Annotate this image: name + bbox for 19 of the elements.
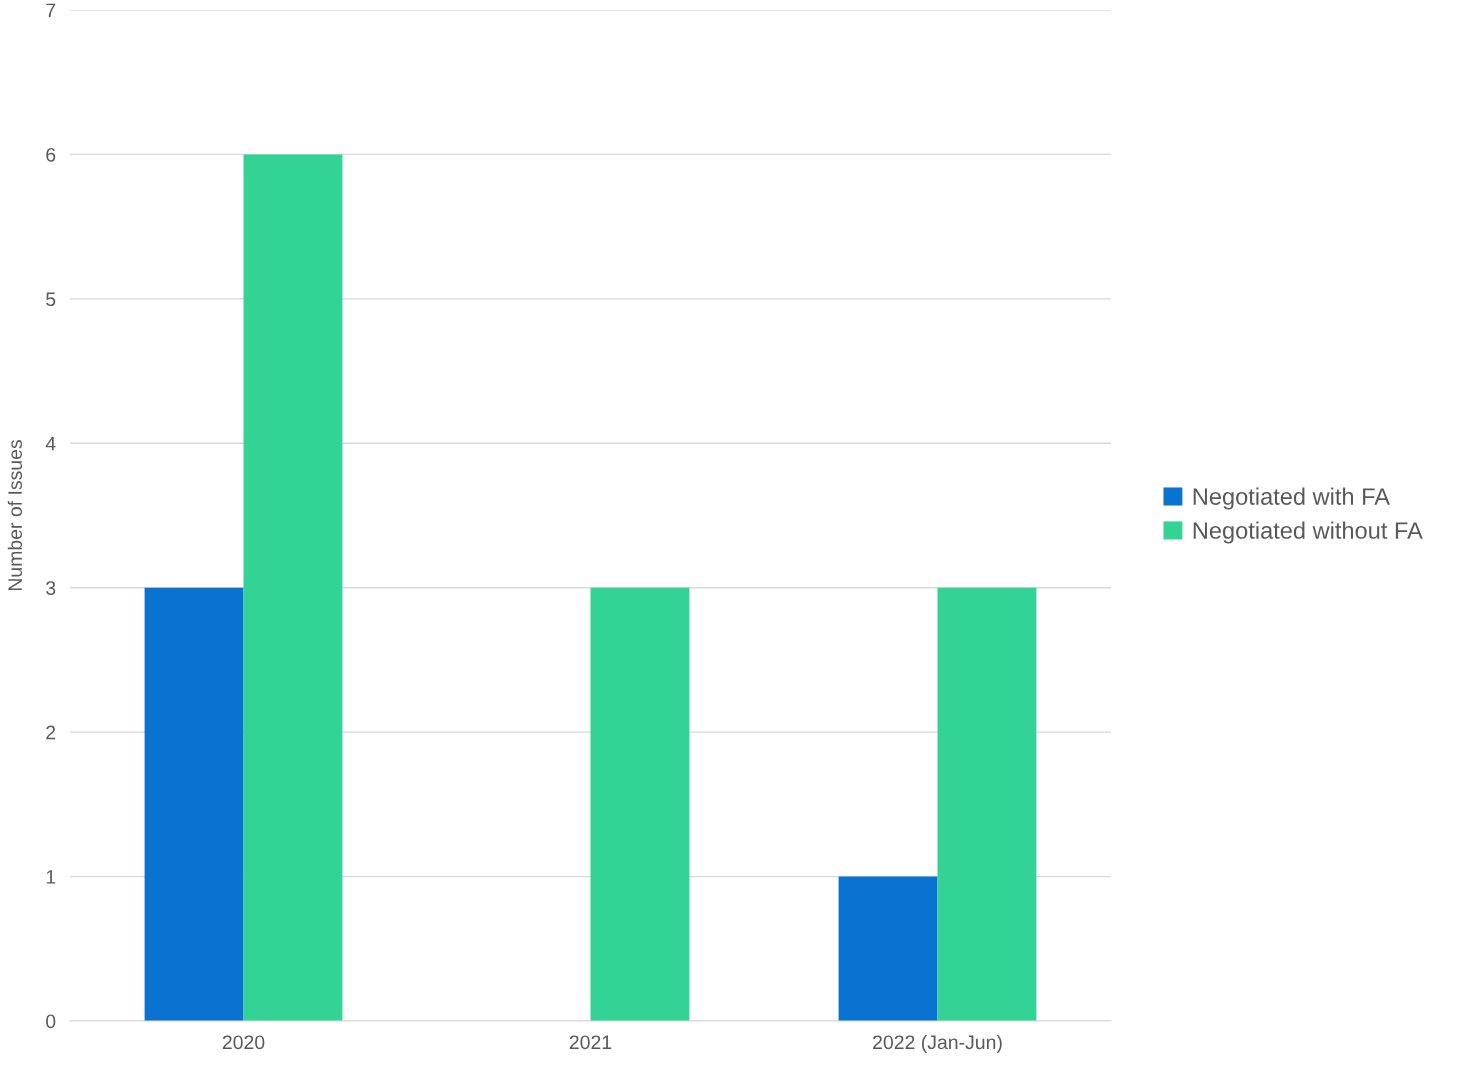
y-tick-label: 0	[46, 1014, 56, 1029]
y-tick-label: 2	[46, 725, 56, 740]
bar	[937, 587, 1037, 1021]
x-tick-label: 2020	[222, 1035, 265, 1050]
legend-label: Negotiated without FA	[1193, 521, 1423, 544]
y-tick-label: 5	[46, 292, 56, 307]
bar	[838, 876, 938, 1021]
y-tick-label: 6	[46, 147, 56, 162]
y-tick-label: 4	[45, 436, 56, 451]
bar	[590, 587, 690, 1021]
x-tick-label: 2021	[569, 1035, 612, 1050]
y-axis-title: Number of Issues	[7, 440, 23, 591]
y-tick-label: 1	[46, 870, 56, 884]
legend-label: Negotiated with FA	[1193, 487, 1390, 510]
y-tick-label: 7	[46, 3, 56, 18]
y-tick-label: 3	[46, 581, 56, 595]
x-tick-label: 2022 (Jan-Jun)	[873, 1034, 1002, 1054]
bar	[144, 587, 244, 1021]
bar	[243, 154, 343, 1021]
